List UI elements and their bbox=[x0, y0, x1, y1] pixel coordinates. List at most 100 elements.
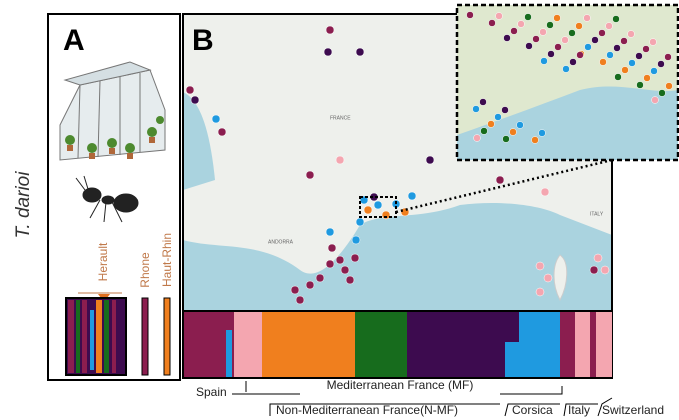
sample-dot bbox=[569, 58, 577, 66]
sample-dot bbox=[325, 227, 335, 237]
sample-dot bbox=[665, 82, 673, 90]
sample-dot bbox=[517, 20, 525, 28]
sample-dot bbox=[327, 243, 337, 253]
sample-dot bbox=[598, 29, 606, 37]
sample-dot bbox=[538, 129, 546, 137]
sample-dot bbox=[323, 47, 333, 57]
greenhouse bbox=[59, 61, 166, 161]
sample-dot bbox=[575, 22, 583, 30]
sample-dot bbox=[295, 295, 305, 305]
sample-dot bbox=[472, 105, 480, 113]
sample-dot bbox=[562, 65, 570, 73]
sample-dot bbox=[325, 25, 335, 35]
corsica bbox=[553, 254, 568, 302]
sample-dot bbox=[425, 155, 435, 165]
region-label: Switzerland bbox=[602, 403, 664, 417]
sample-dot bbox=[540, 187, 550, 197]
sample-dot bbox=[190, 95, 200, 105]
sample-dot bbox=[400, 207, 410, 217]
panel-b-frame bbox=[182, 13, 613, 379]
population-label: Haut-Rhin bbox=[160, 233, 174, 287]
sample-dot bbox=[373, 200, 383, 210]
sample-dot bbox=[211, 114, 221, 124]
sample-dot bbox=[643, 74, 651, 82]
sample-dot bbox=[487, 120, 495, 128]
sample-dot bbox=[583, 14, 591, 22]
sample-dot bbox=[576, 51, 584, 59]
sample-dot bbox=[589, 265, 599, 275]
species-label: T. darioi bbox=[13, 171, 34, 239]
sample-dot bbox=[642, 45, 650, 53]
sample-dot bbox=[355, 217, 365, 227]
sample-dot bbox=[561, 36, 569, 44]
sample-dot bbox=[658, 89, 666, 97]
sample-dot bbox=[649, 38, 657, 46]
sample-dot bbox=[509, 128, 517, 136]
sample-dot bbox=[612, 15, 620, 23]
sample-dot bbox=[547, 50, 555, 58]
map-label: ITALY bbox=[590, 211, 604, 217]
sample-dot bbox=[651, 96, 659, 104]
sample-dot bbox=[650, 67, 658, 75]
sample-dot bbox=[539, 28, 547, 36]
sample-dot bbox=[599, 58, 607, 66]
sample-dot bbox=[305, 170, 315, 180]
population-label: Herault bbox=[96, 242, 110, 281]
region-label: Non-Mediterranean France(N-MF) bbox=[276, 403, 458, 417]
sample-dot bbox=[543, 273, 553, 283]
sample-dot bbox=[628, 59, 636, 67]
sample-dot bbox=[325, 259, 335, 269]
sample-dot bbox=[351, 235, 361, 245]
sample-dot bbox=[535, 287, 545, 297]
inset-dots bbox=[466, 11, 673, 144]
sample-dot bbox=[488, 19, 496, 27]
sample-dot bbox=[363, 205, 373, 215]
sample-dot bbox=[621, 66, 629, 74]
sea bbox=[183, 92, 215, 190]
inset-frame bbox=[455, 3, 679, 162]
sample-dot bbox=[335, 255, 345, 265]
sample-dot bbox=[345, 275, 355, 285]
sample-dot bbox=[355, 47, 365, 57]
region-label: Italy bbox=[568, 403, 590, 417]
sample-dot bbox=[584, 43, 592, 51]
ant bbox=[75, 175, 139, 223]
sample-dot bbox=[524, 13, 532, 21]
sample-dot bbox=[407, 191, 417, 201]
sample-dot bbox=[535, 261, 545, 271]
sample-dot bbox=[591, 36, 599, 44]
sample-dot bbox=[315, 273, 325, 283]
inset-sea bbox=[457, 86, 678, 160]
panel-b-label: B bbox=[192, 24, 214, 57]
structure-a bbox=[65, 297, 171, 376]
sample-dot bbox=[466, 11, 474, 19]
sample-dot bbox=[350, 253, 360, 263]
sample-dot bbox=[664, 53, 672, 61]
sample-dot bbox=[495, 175, 505, 185]
sample-dot bbox=[217, 127, 227, 137]
sample-dot bbox=[503, 34, 511, 42]
sample-dot bbox=[525, 42, 533, 50]
region-label: Spain bbox=[196, 385, 227, 399]
sample-dot bbox=[546, 21, 554, 29]
map-label: FRANCE bbox=[330, 115, 351, 121]
sample-dot bbox=[600, 265, 610, 275]
structure-b bbox=[183, 310, 612, 377]
panel-a-label: A bbox=[63, 24, 85, 57]
map-label: ANDORRA bbox=[268, 239, 294, 245]
sample-dot bbox=[290, 285, 300, 295]
sample-dot bbox=[335, 155, 345, 165]
sample-dot bbox=[606, 51, 614, 59]
sample-dot bbox=[657, 60, 665, 68]
sample-dot bbox=[501, 106, 509, 114]
sample-dot bbox=[479, 98, 487, 106]
sample-dot bbox=[305, 280, 315, 290]
sample-dot bbox=[605, 22, 613, 30]
sample-dot bbox=[554, 43, 562, 51]
sample-dot bbox=[340, 265, 350, 275]
sample-dot bbox=[531, 136, 539, 144]
sample-dot bbox=[473, 134, 481, 142]
zoom-line bbox=[395, 158, 613, 214]
